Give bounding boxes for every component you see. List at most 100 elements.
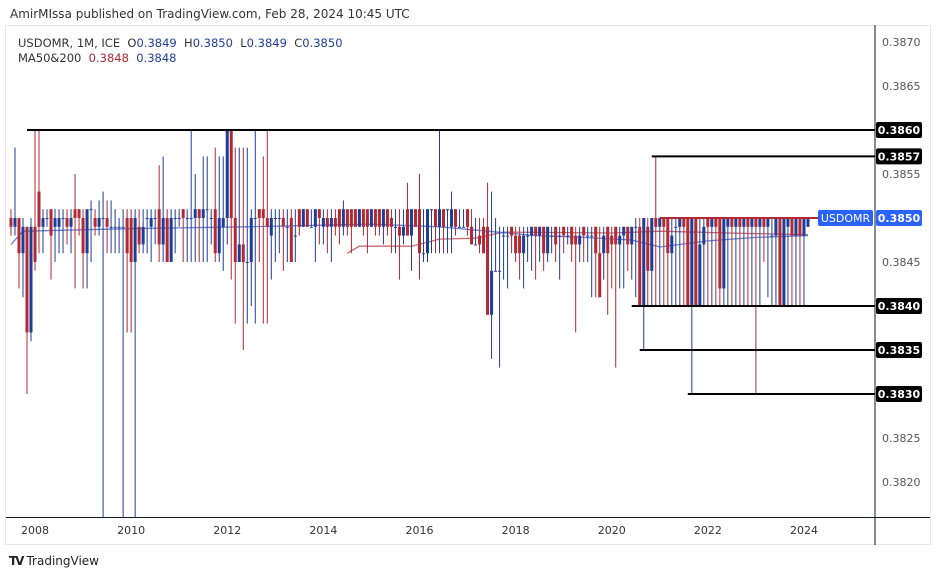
candle-up xyxy=(121,209,125,517)
candle-up xyxy=(734,218,738,306)
candle-up xyxy=(758,218,762,306)
candle-down xyxy=(365,209,369,254)
time-axis[interactable]: 2008 2010 2012 2014 2016 2018 2020 2022 2024 xyxy=(21,524,818,537)
candle-down xyxy=(157,165,161,262)
candle-up xyxy=(506,226,510,289)
candle-up xyxy=(782,218,786,306)
candle-down xyxy=(442,209,446,254)
candle-body xyxy=(722,218,726,289)
candle-down xyxy=(714,218,718,306)
candle-up xyxy=(710,218,714,306)
candle-body xyxy=(17,218,21,254)
candle-down xyxy=(265,130,269,324)
candle-down xyxy=(694,218,698,306)
candle-down xyxy=(562,226,566,254)
time-tick-label: 2016 xyxy=(405,524,433,537)
candle-body xyxy=(69,218,73,227)
time-tick-label: 2024 xyxy=(790,524,818,537)
horizontal-levels[interactable]: 0.3860 0.3857 0.3840 0.3835 0.3830 xyxy=(26,122,922,402)
candle-body xyxy=(165,218,169,262)
candle-body xyxy=(678,218,682,227)
candle-up xyxy=(189,130,193,262)
candle-body xyxy=(622,226,626,236)
candle-down xyxy=(165,209,169,262)
candle-body xyxy=(438,209,442,227)
candle-body xyxy=(373,209,377,227)
candle-body xyxy=(397,226,401,236)
candle-body xyxy=(85,209,89,254)
high-label: H xyxy=(184,36,193,50)
candle-body xyxy=(646,226,650,271)
candle-up xyxy=(381,209,385,245)
candle-up xyxy=(578,226,582,262)
ma-label: MA50&200 xyxy=(18,51,82,65)
candle-body xyxy=(213,209,217,254)
candle-up xyxy=(806,218,810,227)
candle-body xyxy=(454,209,458,227)
candle-body xyxy=(530,226,534,236)
candle-body xyxy=(261,209,265,218)
candle-up xyxy=(273,209,277,262)
candle-body xyxy=(221,218,225,227)
candle-up xyxy=(409,209,413,271)
candle-down xyxy=(377,209,381,236)
candle-down xyxy=(682,218,686,306)
candle-body xyxy=(337,209,341,227)
candle-body xyxy=(742,218,746,227)
candle-body xyxy=(694,218,698,306)
candle-body xyxy=(393,226,397,228)
candle-body xyxy=(518,235,522,254)
candle-body xyxy=(377,209,381,227)
candle-down xyxy=(730,218,734,306)
candle-up xyxy=(173,209,177,254)
candle-down xyxy=(646,218,650,306)
candle-body xyxy=(782,218,786,306)
candle-body xyxy=(81,218,85,254)
level-price-badge xyxy=(876,342,922,358)
tradingview-logo-icon: TV xyxy=(9,554,25,568)
candle-body xyxy=(273,218,277,219)
candle-body xyxy=(57,218,61,227)
candle-body xyxy=(502,235,506,237)
candle-body xyxy=(630,226,634,245)
candle-up xyxy=(45,209,49,227)
candle-up xyxy=(369,209,373,227)
candle-body xyxy=(498,270,502,272)
symbol-badge-label: USDOMR xyxy=(821,212,871,225)
ma-row: MA50&200 0.3848 0.3848 xyxy=(18,51,343,66)
candle-up xyxy=(566,226,570,245)
candle-up xyxy=(217,156,221,262)
candle-body xyxy=(425,209,429,254)
candle-down xyxy=(534,226,538,280)
candle-down xyxy=(325,209,329,254)
candle-body xyxy=(325,218,329,227)
candle-body xyxy=(297,209,301,227)
candle-up xyxy=(650,218,654,306)
candle-up xyxy=(285,209,289,262)
candle-body xyxy=(546,226,550,254)
candle-down xyxy=(17,218,21,289)
candle-body xyxy=(578,235,582,245)
price-tick-label: 0.3855 xyxy=(882,168,921,181)
candle-up xyxy=(225,130,229,245)
candle-down xyxy=(478,218,482,254)
candle-up xyxy=(69,209,73,254)
open-value: 0.3849 xyxy=(136,36,177,50)
ma200-line xyxy=(347,230,809,254)
last-price-label: 0.3850 xyxy=(878,212,921,225)
time-tick-label: 2014 xyxy=(309,524,337,537)
candle-down xyxy=(297,209,301,236)
candle-body xyxy=(257,209,261,218)
candle-body xyxy=(698,244,702,306)
candle-down xyxy=(598,226,602,298)
candle-up xyxy=(794,218,798,306)
price-axis[interactable]: 0.3820 0.3825 0.3845 0.3855 0.3865 0.3870 xyxy=(882,36,921,489)
candle-body xyxy=(169,218,173,262)
candle-up xyxy=(421,209,425,262)
candle-body xyxy=(125,218,129,254)
candle-body xyxy=(33,226,37,262)
tradingview-brand[interactable]: TV TradingView xyxy=(9,554,99,568)
ohlc-row: USDOMR, 1M, ICE O0.3849 H0.3850 L0.3849 … xyxy=(18,36,343,51)
candle-down xyxy=(790,218,794,306)
